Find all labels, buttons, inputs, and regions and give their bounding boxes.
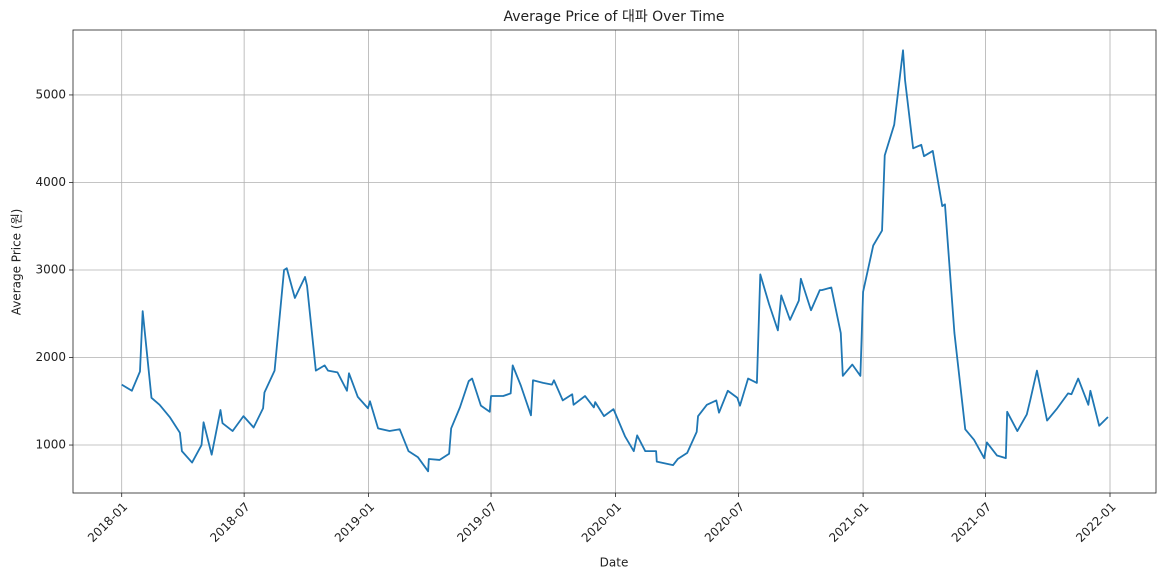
x-tick-label: 2019-07 (454, 500, 499, 545)
x-tick-label: 2019-01 (332, 500, 377, 545)
y-axis-label: Average Price (원) (10, 209, 24, 316)
x-tick-label: 2022-01 (1073, 500, 1118, 545)
chart-title: Average Price of 대파 Over Time (503, 9, 724, 25)
x-tick-label: 2020-07 (702, 500, 747, 545)
x-tick-label: 2018-01 (85, 500, 130, 545)
x-tick-label: 2021-07 (949, 500, 994, 545)
x-tick-label: 2021-01 (826, 500, 871, 545)
y-tick-label: 4000 (35, 175, 66, 189)
y-tick-label: 5000 (35, 87, 66, 101)
y-tick-label: 3000 (35, 262, 66, 276)
y-tick-label: 1000 (35, 438, 66, 452)
y-tick-label: 2000 (35, 350, 66, 364)
x-axis-label: Date (600, 556, 629, 570)
x-tick-label: 2020-01 (579, 500, 624, 545)
price-line (121, 49, 1109, 473)
plot-frame (72, 29, 1157, 494)
x-tick-label: 2018-07 (207, 500, 252, 545)
